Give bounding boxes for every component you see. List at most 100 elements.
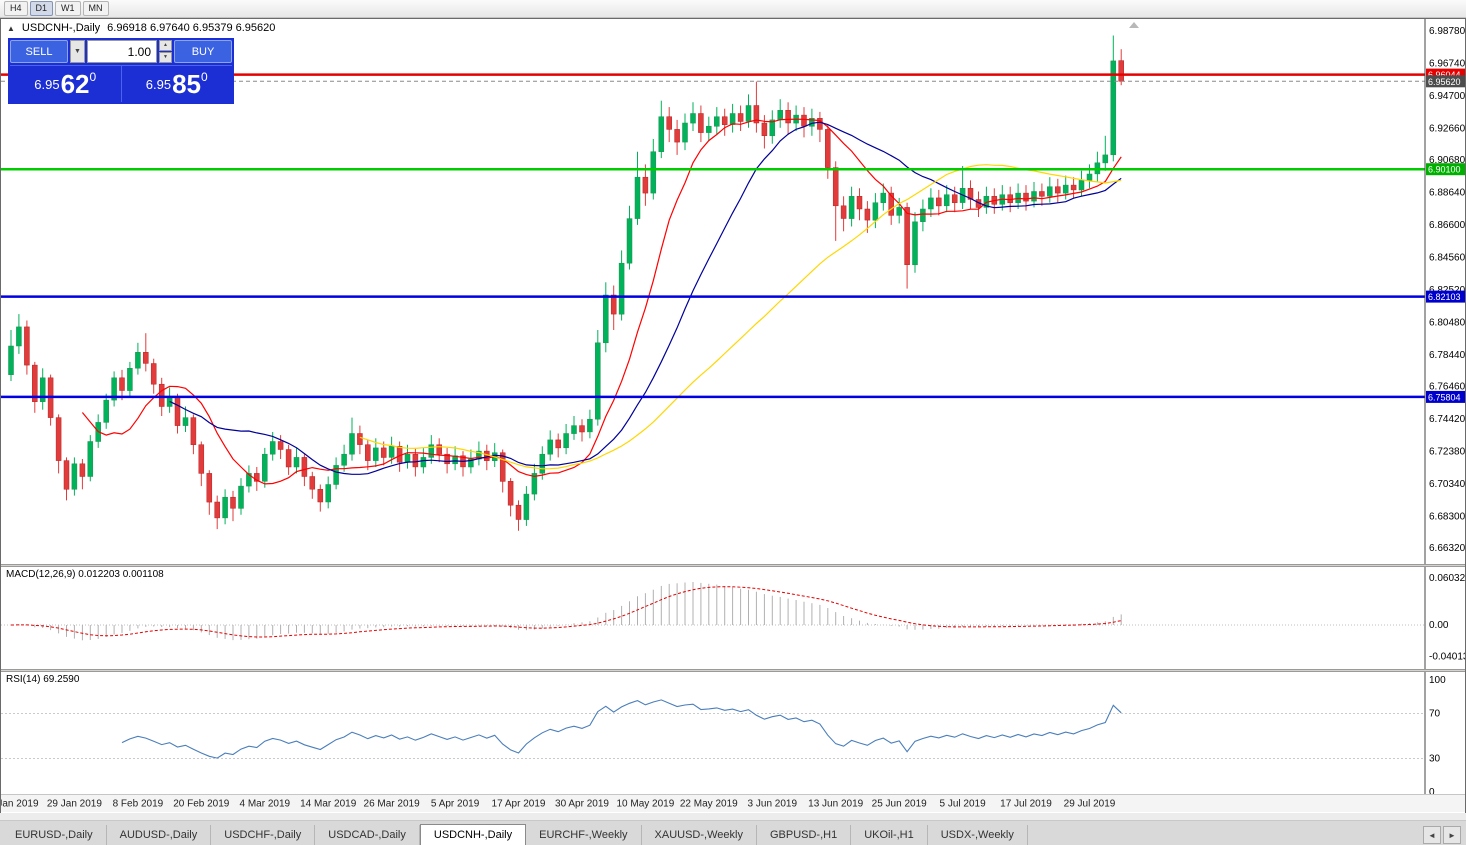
- svg-text:3 Jun 2019: 3 Jun 2019: [748, 799, 798, 810]
- svg-text:25 Jun 2019: 25 Jun 2019: [872, 799, 927, 810]
- moving-average-10: [81, 118, 1122, 485]
- moving-average-45: [359, 164, 1122, 470]
- svg-text:17 Jan 2019: 17 Jan 2019: [1, 799, 39, 810]
- svg-text:6.92660: 6.92660: [1429, 124, 1465, 135]
- svg-text:6.78440: 6.78440: [1429, 350, 1465, 361]
- rsi-panel[interactable]: 100 70 30 0: [1, 672, 1465, 794]
- tab-scroll-arrows: ◄ ►: [1423, 825, 1466, 845]
- chart-tab-gbpusd-h1[interactable]: GBPUSD-,H1: [756, 825, 852, 845]
- svg-text:6.88640: 6.88640: [1429, 188, 1465, 199]
- volume-stepper: ▲ ▼: [159, 40, 172, 63]
- buy-price-base: 6.95: [145, 76, 172, 92]
- time-axis[interactable]: 17 Jan 2019 29 Jan 2019 8 Feb 2019 20 Feb 2…: [1, 794, 1465, 812]
- sell-price-base: 6.95: [34, 76, 60, 92]
- svg-text:29 Jul 2019: 29 Jul 2019: [1064, 799, 1116, 810]
- svg-text:6.94700: 6.94700: [1429, 91, 1465, 102]
- sell-price-display[interactable]: 6.95 62 0: [10, 66, 122, 102]
- timeframe-button-w1[interactable]: W1: [55, 1, 81, 16]
- chart-tab-usdchf-daily[interactable]: USDCHF-,Daily: [211, 825, 316, 845]
- buy-button[interactable]: BUY: [174, 40, 232, 63]
- chart-tab-usdcnh-daily[interactable]: USDCNH-,Daily: [419, 824, 527, 845]
- symbol-period-label: USDCNH-,Daily: [21, 22, 101, 34]
- volume-input[interactable]: 1.00: [87, 40, 157, 63]
- svg-text:4 Mar 2019: 4 Mar 2019: [240, 799, 291, 810]
- svg-text:17 Jul 2019: 17 Jul 2019: [1000, 799, 1052, 810]
- svg-text:6.76460: 6.76460: [1429, 381, 1465, 392]
- buy-price-pips: 85: [172, 69, 202, 99]
- price-chart[interactable]: 6.98780 6.96740 6.94700 6.92660 6.90680 6.886…: [1, 19, 1465, 564]
- svg-text:6.96044: 6.96044: [1428, 70, 1461, 80]
- chart-title: ▲ USDCNH-,Daily 6.96918 6.97640 6.95379 …: [7, 22, 275, 34]
- price-tag: [1426, 75, 1465, 88]
- timeframe-button-mn[interactable]: MN: [82, 1, 109, 16]
- price-tag: [1426, 163, 1465, 176]
- chart-tab-eurusd-daily[interactable]: EURUSD-,Daily: [2, 825, 107, 845]
- buy-price-fraction: 0: [201, 70, 208, 84]
- sell-price-fraction: 0: [89, 70, 97, 84]
- panel-separator[interactable]: [1, 669, 1465, 672]
- svg-text:22 May 2019: 22 May 2019: [680, 799, 738, 810]
- macd-panel[interactable]: 0.060329 0.00 -0.040135: [1, 567, 1465, 669]
- timeframe-button-d1[interactable]: D1: [29, 1, 54, 16]
- moving-average-21: [169, 121, 1122, 475]
- svg-text:0.00: 0.00: [1429, 620, 1449, 631]
- chart-tab-bar: EURUSD-,Daily AUDUSD-,Daily USDCHF-,Daily U…: [0, 821, 1466, 845]
- price-tag: [1426, 390, 1465, 403]
- svg-text:14 Mar 2019: 14 Mar 2019: [300, 799, 357, 810]
- svg-text:6.72380: 6.72380: [1429, 446, 1465, 457]
- chart-tab-ukoil-h1[interactable]: UKOil-,H1: [851, 825, 928, 845]
- timeframe-toolbar: H4 D1 W1 MN: [0, 0, 1466, 18]
- svg-text:17 Apr 2019: 17 Apr 2019: [492, 799, 546, 810]
- svg-text:6.98780: 6.98780: [1429, 26, 1465, 37]
- svg-text:6.80480: 6.80480: [1429, 317, 1465, 328]
- svg-text:6.82520: 6.82520: [1429, 285, 1465, 296]
- svg-text:100: 100: [1429, 675, 1446, 686]
- svg-text:6.74420: 6.74420: [1429, 414, 1465, 425]
- svg-text:26 Mar 2019: 26 Mar 2019: [364, 799, 421, 810]
- svg-text:5 Jul 2019: 5 Jul 2019: [940, 799, 987, 810]
- tab-scroll-left-icon[interactable]: ◄: [1423, 826, 1441, 844]
- svg-text:6.66320: 6.66320: [1429, 543, 1465, 554]
- svg-text:6.75804: 6.75804: [1428, 392, 1461, 402]
- rsi-indicator-label: RSI(14) 69.2590: [6, 674, 80, 685]
- svg-text:-0.040135: -0.040135: [1429, 651, 1465, 662]
- horizontal-scrollbar[interactable]: [0, 813, 1466, 821]
- chart-tab-eurchf-weekly[interactable]: EURCHF-,Weekly: [526, 825, 642, 845]
- ohlc-values: 6.96918 6.97640 6.95379 6.95620: [107, 22, 276, 34]
- svg-text:30 Apr 2019: 30 Apr 2019: [555, 799, 609, 810]
- chart-tab-audusd-daily[interactable]: AUDUSD-,Daily: [106, 825, 212, 845]
- svg-text:5 Apr 2019: 5 Apr 2019: [431, 799, 480, 810]
- timeframe-button-h4[interactable]: H4: [4, 1, 28, 16]
- price-tag: [1426, 290, 1465, 303]
- svg-text:10 May 2019: 10 May 2019: [616, 799, 674, 810]
- tab-scroll-right-icon[interactable]: ►: [1443, 826, 1461, 844]
- one-click-trading-panel: SELL ▼ 1.00 ▲ ▼ BUY 6.95 62 0 6.95 85 0: [8, 38, 234, 104]
- svg-text:0: 0: [1429, 787, 1435, 794]
- svg-text:6.96740: 6.96740: [1429, 59, 1465, 70]
- panel-separator[interactable]: [1, 564, 1465, 567]
- svg-text:6.70340: 6.70340: [1429, 479, 1465, 490]
- svg-text:6.90100: 6.90100: [1428, 165, 1461, 175]
- macd-signal-line: [10, 586, 1122, 638]
- svg-text:6.95620: 6.95620: [1428, 77, 1461, 87]
- volume-dropdown-icon[interactable]: ▼: [70, 40, 85, 63]
- svg-text:30: 30: [1429, 753, 1441, 764]
- rsi-line: [121, 699, 1122, 759]
- macd-indicator-label: MACD(12,26,9) 0.012203 0.001108: [6, 569, 164, 580]
- svg-text:6.68300: 6.68300: [1429, 511, 1465, 522]
- chart-window: 6.98780 6.96740 6.94700 6.92660 6.90680 6.886…: [0, 18, 1466, 815]
- buy-price-display[interactable]: 6.95 85 0: [122, 66, 233, 102]
- svg-text:0.060329: 0.060329: [1429, 573, 1465, 584]
- chart-shift-marker-icon[interactable]: [1129, 22, 1139, 28]
- one-click-panel-toggle-icon[interactable]: ▲: [7, 24, 15, 33]
- svg-text:13 Jun 2019: 13 Jun 2019: [808, 799, 863, 810]
- volume-down-icon[interactable]: ▼: [159, 52, 172, 63]
- svg-text:29 Jan 2019: 29 Jan 2019: [47, 799, 102, 810]
- chart-tab-xauusd-weekly[interactable]: XAUUSD-,Weekly: [641, 825, 757, 845]
- sell-button[interactable]: SELL: [10, 40, 68, 63]
- volume-up-icon[interactable]: ▲: [159, 40, 172, 51]
- svg-text:70: 70: [1429, 709, 1441, 720]
- chart-tab-usdx-weekly[interactable]: USDX-,Weekly: [927, 825, 1028, 845]
- svg-text:6.90680: 6.90680: [1429, 155, 1465, 166]
- chart-tab-usdcad-daily[interactable]: USDCAD-,Daily: [315, 825, 420, 845]
